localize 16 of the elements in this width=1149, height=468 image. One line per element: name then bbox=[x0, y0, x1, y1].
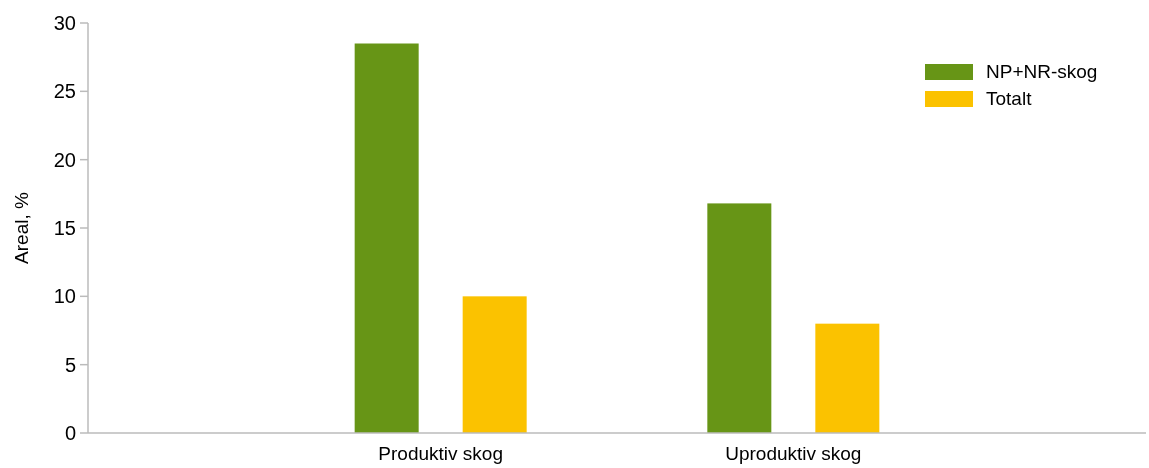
y-axis-title: Areal, % bbox=[11, 191, 32, 264]
x-tick-label: Produktiv skog bbox=[378, 443, 503, 464]
bar bbox=[462, 296, 527, 433]
x-tick-label: Uproduktiv skog bbox=[725, 443, 862, 464]
y-tick-label: 0 bbox=[64, 422, 76, 444]
bar bbox=[815, 323, 880, 433]
y-tick-label: 10 bbox=[53, 285, 76, 308]
y-tick-label: 30 bbox=[53, 12, 76, 34]
y-tick-label: 25 bbox=[53, 80, 76, 103]
legend-label: NP+NR-skog bbox=[986, 61, 1098, 82]
y-tick-label: 20 bbox=[53, 148, 76, 171]
bar bbox=[354, 43, 419, 433]
bar bbox=[707, 203, 772, 433]
y-tick-label: 5 bbox=[64, 353, 76, 376]
y-tick-label: 15 bbox=[53, 217, 76, 239]
legend-label: Totalt bbox=[986, 88, 1033, 109]
